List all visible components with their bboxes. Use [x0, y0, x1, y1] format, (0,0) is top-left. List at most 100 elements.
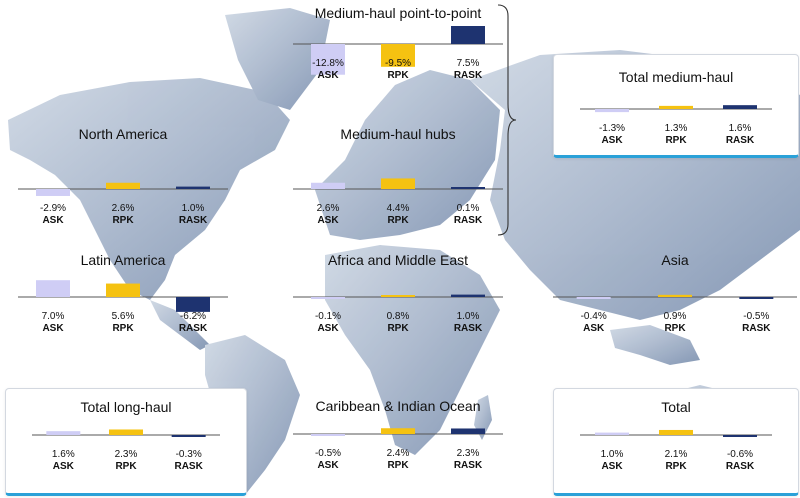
bar-chart: -0.1%ASK 0.8%RPK 1.0%RASK	[293, 294, 503, 334]
category-label: RPK	[387, 215, 409, 226]
value-label: 0.1%	[457, 203, 480, 214]
bar-ask	[595, 109, 629, 113]
value-label: 2.6%	[317, 203, 340, 214]
panel-asia: Asia -0.4% ASK 0.9% RPK -0.5% RASK	[553, 250, 797, 355]
value-label: 2.3%	[115, 449, 138, 460]
value-label: -12.8%	[312, 58, 344, 69]
category-label: RPK	[387, 460, 409, 471]
category-label: ASK	[317, 215, 339, 226]
value-label: -0.1%	[315, 311, 341, 322]
value-label: 1.0%	[457, 311, 480, 322]
category-label: RASK	[742, 323, 771, 334]
category-label: RASK	[174, 461, 203, 472]
value-label: 2.4%	[387, 448, 410, 459]
value-label: 1.0%	[601, 449, 624, 460]
value-label: -0.4%	[581, 311, 607, 322]
panel-caribbean-indian-ocean: Caribbean & Indian Ocean -0.5% ASK 2.4% RPK 2…	[293, 396, 503, 492]
central-america-landmass	[150, 300, 210, 350]
category-label: RPK	[112, 215, 134, 226]
value-label: 0.8%	[387, 311, 410, 322]
bar-rpk	[109, 429, 143, 435]
bar-rask	[451, 294, 485, 297]
bar-rpk	[381, 428, 415, 434]
category-label: RPK	[112, 323, 134, 334]
category-label: RASK	[179, 215, 208, 226]
panel-title: Total medium-haul	[618, 69, 734, 85]
bar-rask	[171, 435, 206, 437]
value-label: 1.3%	[665, 123, 688, 134]
value-label: -0.5%	[743, 311, 769, 322]
bar-ask	[311, 434, 345, 436]
value-label: 7.0%	[42, 311, 65, 322]
panel-north-america: North America -2.9% ASK 2.6% RPK 1.0% RASK	[18, 122, 228, 232]
southeast-asia-islands	[610, 325, 700, 365]
value-label: 1.0%	[182, 203, 205, 214]
bar-ask	[311, 44, 345, 75]
bar-rpk	[381, 178, 415, 189]
medium-haul-brace	[497, 4, 516, 236]
bar-ask	[46, 431, 81, 435]
bar-chart: -2.9%ASK 2.6%RPK 1.0%RASK	[18, 182, 228, 226]
value-label: -1.3%	[599, 123, 625, 134]
category-label: ASK	[53, 461, 75, 472]
europe-landmass	[315, 70, 500, 240]
value-label: -0.6%	[727, 449, 753, 460]
panel-title: Total	[661, 399, 691, 415]
bar-chart: 1.6%ASK 2.3%RPK -0.3%RASK	[32, 429, 220, 472]
panel-title: North America	[78, 126, 168, 142]
category-label: RASK	[454, 323, 483, 334]
category-label: RPK	[387, 70, 409, 81]
category-label: ASK	[317, 460, 339, 471]
value-label: 0.9%	[664, 311, 687, 322]
panel-title: Medium-haul hubs	[340, 126, 456, 142]
bar-rpk	[381, 295, 415, 297]
value-label: 1.6%	[729, 123, 752, 134]
value-label: 2.6%	[112, 203, 135, 214]
bar-rask	[451, 428, 485, 434]
value-label: 1.6%	[52, 449, 75, 460]
panel-title: Total long-haul	[80, 399, 172, 415]
bar-ask	[595, 432, 629, 435]
bar-rask	[723, 435, 757, 437]
bar-chart: -0.5%ASK 2.4%RPK 2.3%RASK	[293, 428, 503, 471]
panel-africa-middle-east: Africa and Middle East -0.1% ASK 0.8% RPK 1.0…	[293, 250, 503, 355]
panel-title: Caribbean & Indian Ocean	[315, 398, 481, 414]
category-label: RASK	[179, 323, 208, 334]
panel-total-long-haul: Total long-haul 1.6% ASK 2.3% RPK -0.3% RASK	[5, 388, 247, 496]
category-label: RPK	[664, 323, 686, 334]
value-label: 2.1%	[665, 449, 688, 460]
bar-rask	[451, 26, 485, 44]
bar-chart: 2.6%ASK 4.4%RPK 0.1%RASK	[293, 178, 503, 226]
bar-rask	[723, 105, 757, 109]
value-label: -0.3%	[176, 449, 202, 460]
value-label: 5.6%	[112, 311, 135, 322]
bar-ask	[36, 189, 70, 196]
bar-ask	[311, 297, 345, 299]
bar-chart: -1.3%ASK 1.3%RPK 1.6%RASK	[580, 105, 772, 146]
category-label: ASK	[601, 135, 623, 146]
category-label: RASK	[726, 135, 755, 146]
category-label: RASK	[454, 70, 483, 81]
bar-rpk	[106, 283, 140, 297]
value-label: 7.5%	[457, 58, 480, 69]
value-label: -2.9%	[40, 203, 66, 214]
bar-ask	[311, 182, 345, 189]
bar-chart: -12.8%ASK -9.5%RPK 7.5%RASK	[293, 26, 503, 81]
greenland-landmass	[225, 8, 330, 110]
bar-chart: 1.0%ASK 2.1%RPK -0.6%RASK	[580, 429, 772, 472]
panel-total-medium-haul: Total medium-haul -1.3% ASK 1.3% RPK 1.6% RASK	[553, 54, 799, 158]
bar-ask	[576, 297, 611, 299]
category-label: RPK	[665, 135, 687, 146]
category-label: ASK	[583, 323, 605, 334]
bar-rpk	[106, 182, 140, 189]
value-label: -0.5%	[315, 448, 341, 459]
value-label: 4.4%	[387, 203, 410, 214]
panel-title: Asia	[661, 252, 689, 268]
category-label: RASK	[726, 461, 755, 472]
category-label: ASK	[317, 323, 339, 334]
category-label: RASK	[454, 460, 483, 471]
category-label: ASK	[317, 70, 339, 81]
category-label: RASK	[454, 215, 483, 226]
panel-latin-america: Latin America 7.0% ASK 5.6% RPK -6.2% RASK	[18, 250, 228, 355]
panel-medium-haul-hubs: Medium-haul hubs 2.6% ASK 4.4% RPK 0.1% RASK	[293, 122, 503, 232]
